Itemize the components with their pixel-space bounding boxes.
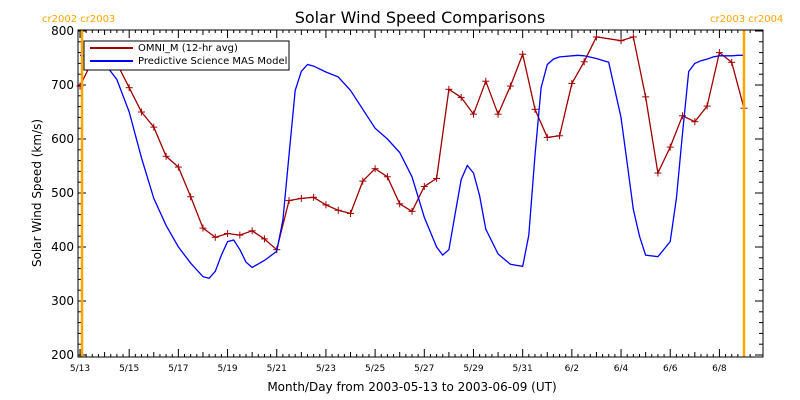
omni-point xyxy=(592,33,600,41)
x-tick-label: 5/23 xyxy=(316,364,336,374)
omni-point xyxy=(137,108,145,116)
omni-point xyxy=(125,84,133,92)
omni-point xyxy=(162,152,170,160)
omni-point xyxy=(691,118,699,126)
carrington-marker-layer xyxy=(80,30,746,357)
x-tick-label: 5/15 xyxy=(119,364,139,374)
omni-point xyxy=(322,201,330,209)
omni-point xyxy=(224,230,232,237)
x-tick-label: 5/21 xyxy=(267,364,287,374)
omni-point xyxy=(187,193,195,201)
omni-point xyxy=(457,93,465,101)
carrington-label-left: cr2002 cr2003 xyxy=(42,14,115,25)
omni-point xyxy=(728,58,736,66)
y-tick-label: 500 xyxy=(51,186,74,200)
omni-point xyxy=(408,207,416,215)
omni-point xyxy=(568,79,576,87)
omni-point xyxy=(629,33,637,41)
omni-point xyxy=(494,110,502,118)
omni-point xyxy=(642,93,650,101)
plot-frame xyxy=(77,29,764,358)
omni-point xyxy=(248,227,256,235)
y-tick-label: 700 xyxy=(51,78,74,92)
omni-point xyxy=(445,85,453,93)
omni-point xyxy=(199,224,207,232)
x-tick-label: 6/8 xyxy=(712,364,727,374)
omni-point xyxy=(297,194,305,202)
omni-point xyxy=(359,177,367,185)
legend-box xyxy=(83,40,290,71)
omni-point xyxy=(580,58,588,66)
legend-mas-label: Predictive Science MAS Model xyxy=(138,56,287,67)
omni-point xyxy=(666,143,674,151)
x-axis-label: Month/Day from 2003-05-13 to 2003-06-09 … xyxy=(267,380,556,394)
legend: OMNI_M (12-hr avg) Predictive Science MA… xyxy=(83,40,290,71)
omni-point xyxy=(211,233,219,241)
omni-point xyxy=(347,210,355,218)
omni-point xyxy=(334,206,342,214)
carrington-label-right: cr2003 cr2004 xyxy=(710,14,783,25)
omni-point xyxy=(543,133,551,141)
omni-point xyxy=(396,200,404,208)
y-tick-label: 400 xyxy=(51,240,74,254)
y-tick-label: 300 xyxy=(51,294,74,308)
omni-point xyxy=(703,102,711,110)
x-tick-label: 5/25 xyxy=(365,364,385,374)
x-tick-label: 6/6 xyxy=(663,364,678,374)
omni-point xyxy=(285,197,293,205)
legend-omni-label: OMNI_M (12-hr avg) xyxy=(138,43,238,54)
x-tick-label: 6/4 xyxy=(614,364,629,374)
omni-point xyxy=(420,183,428,191)
x-tick-label: 5/17 xyxy=(168,364,188,374)
omni-point xyxy=(506,82,514,90)
x-tick-label: 5/13 xyxy=(70,364,90,374)
y-axis-label: Solar Wind Speed (km/s) xyxy=(30,119,44,267)
omni-line xyxy=(79,36,745,251)
mas-model-line xyxy=(79,54,744,280)
y-tick-label: 600 xyxy=(51,132,74,146)
y-tick-label: 800 xyxy=(51,24,74,38)
omni-point xyxy=(310,193,318,201)
omni-point xyxy=(654,169,662,177)
omni-point xyxy=(371,165,379,173)
omni-point xyxy=(174,163,182,171)
x-tick-label: 5/31 xyxy=(513,364,533,374)
omni-point xyxy=(150,123,158,131)
omni-point xyxy=(556,132,564,140)
x-tick-label: 5/27 xyxy=(414,364,434,374)
x-tick-label: 6/2 xyxy=(565,364,579,374)
omni-point xyxy=(617,37,625,45)
omni-point xyxy=(531,105,539,113)
omni-point xyxy=(469,110,477,118)
omni-point xyxy=(260,235,268,243)
omni-point xyxy=(383,173,391,181)
omni-point xyxy=(433,174,441,182)
omni-point xyxy=(715,49,723,57)
x-tick-label: 5/29 xyxy=(463,364,483,374)
omni-point xyxy=(236,231,244,239)
x-tick-label: 5/19 xyxy=(217,364,237,374)
chart-title: Solar Wind Speed Comparisons xyxy=(295,8,546,27)
omni-point xyxy=(519,50,527,58)
y-tick-label: 200 xyxy=(51,348,74,362)
omni-point xyxy=(482,77,490,85)
